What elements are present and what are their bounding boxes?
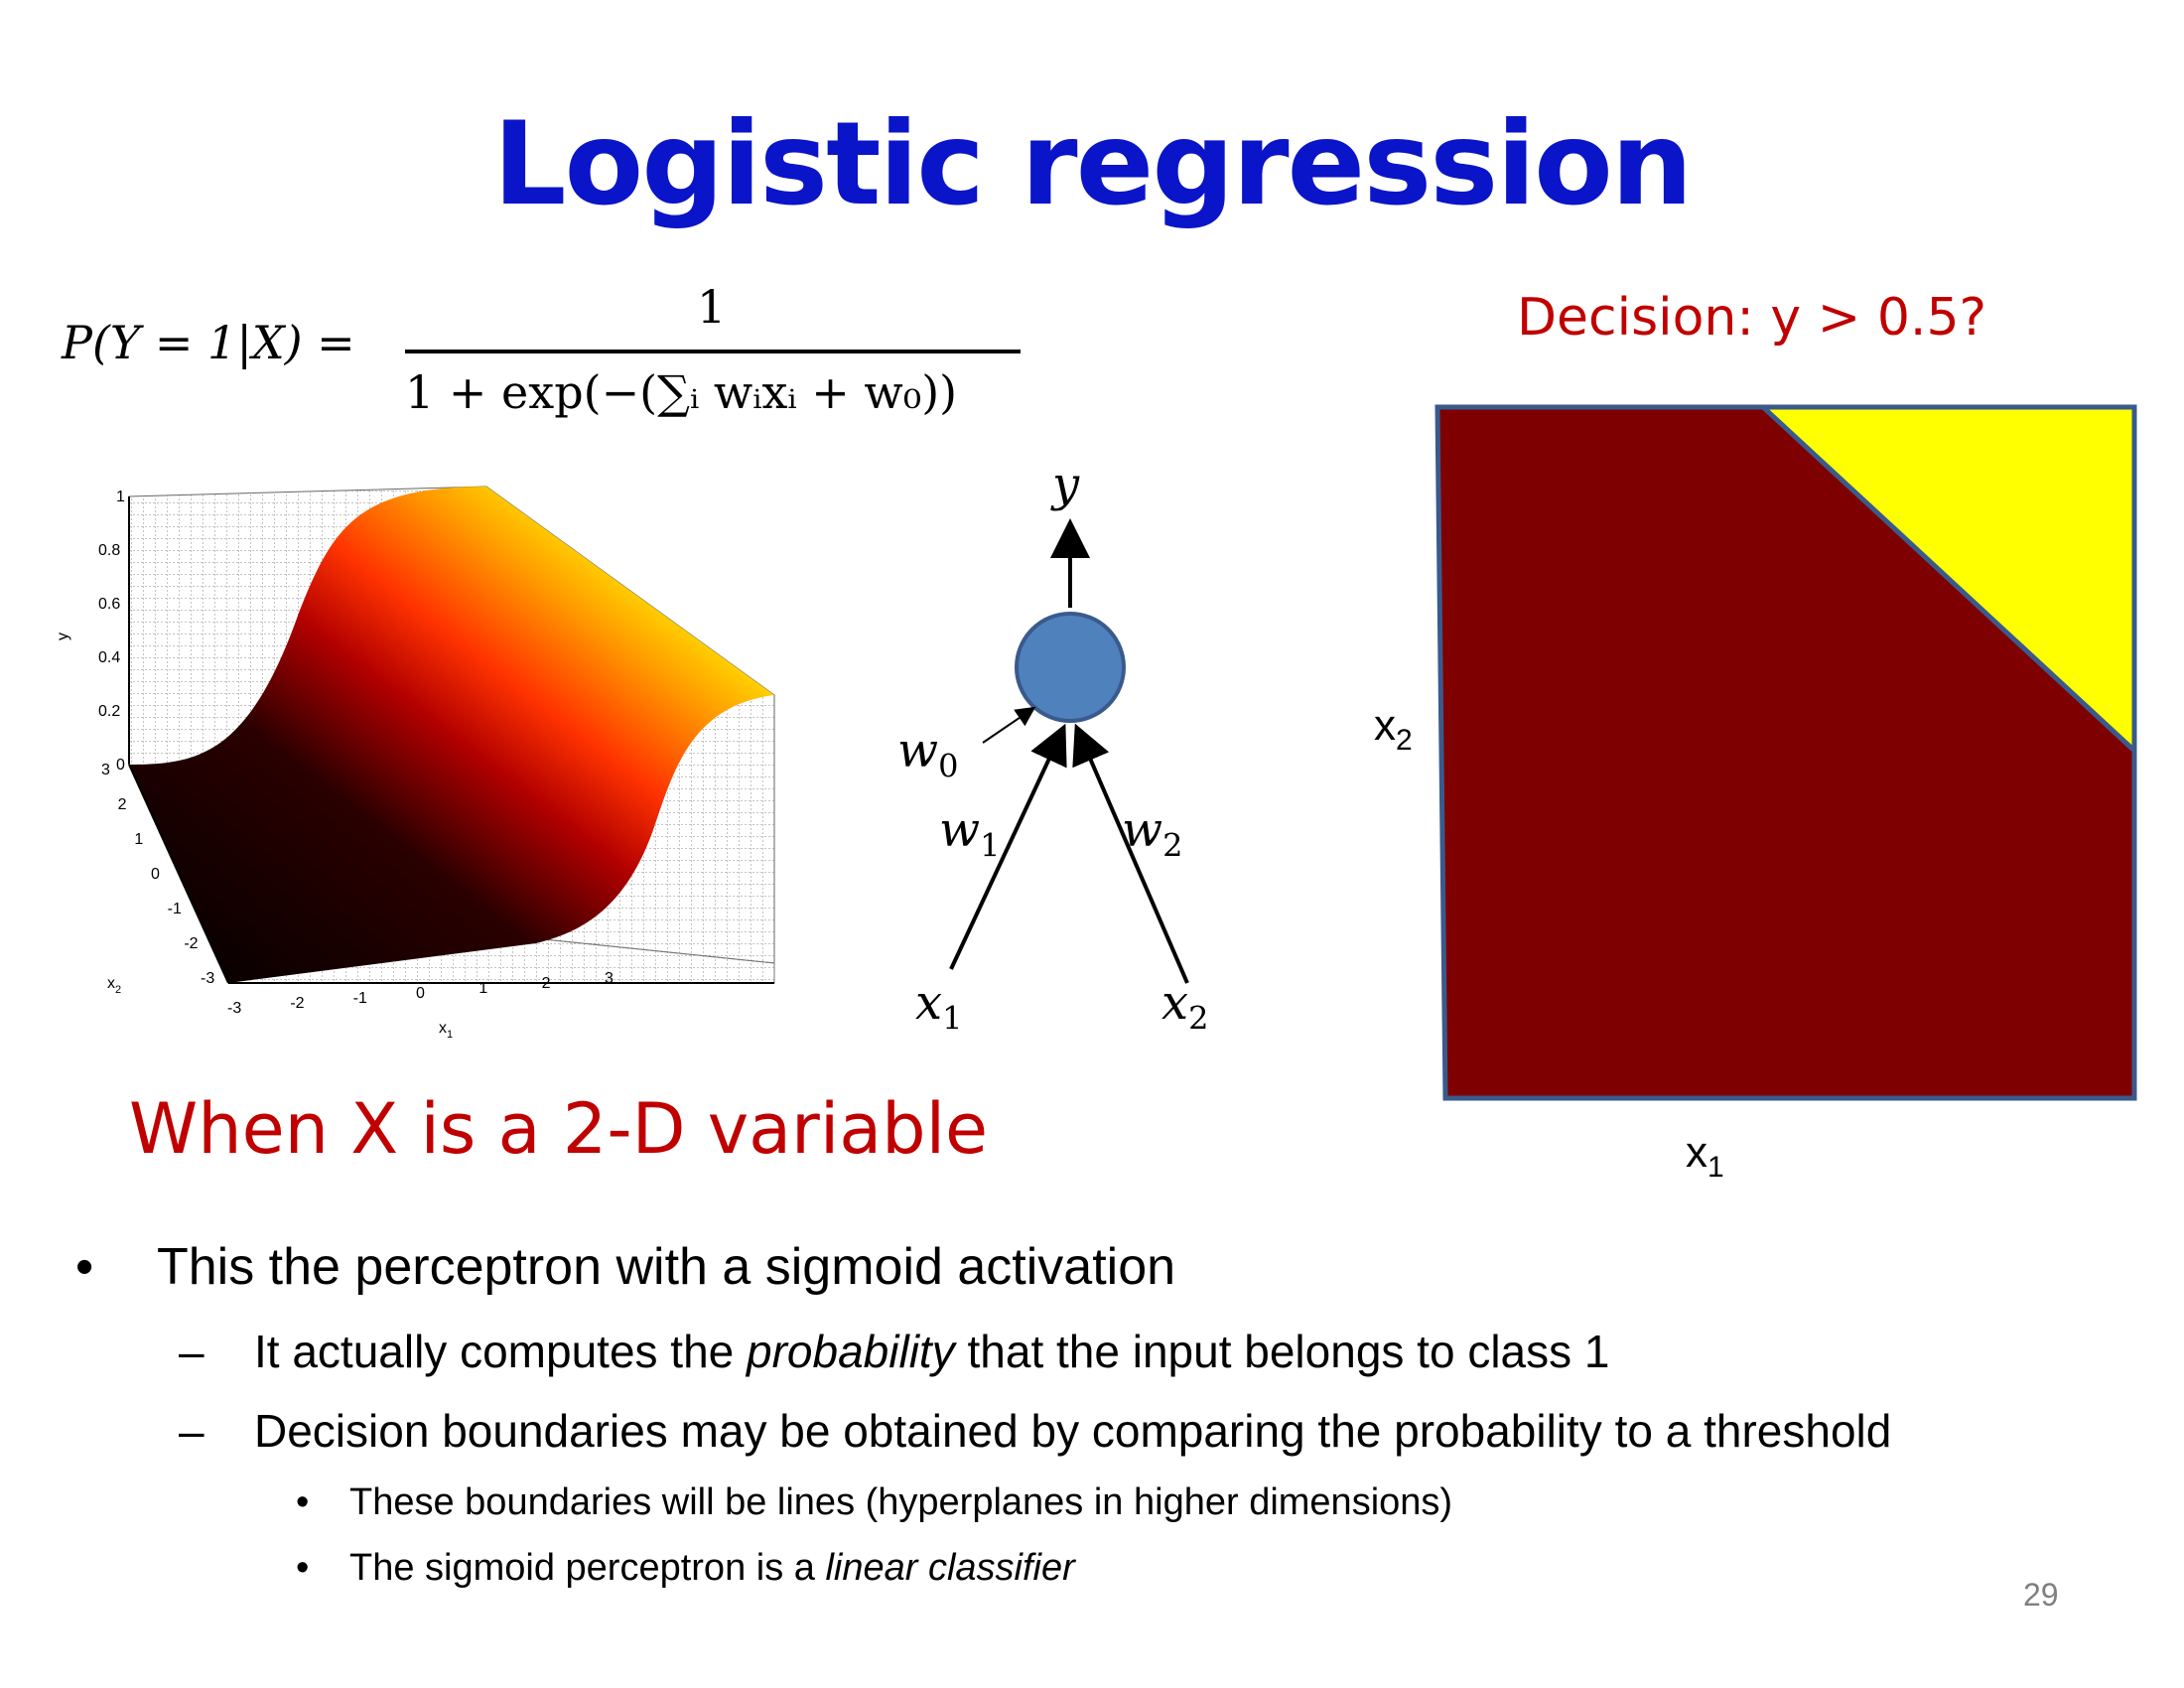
- region-class-0: [1437, 407, 2134, 1098]
- z-tick-label: 0: [116, 757, 125, 774]
- bullet-1: • This the perceptron with a sigmoid act…: [75, 1237, 1175, 1297]
- caption-2d-variable: When X is a 2-D variable: [129, 1088, 989, 1170]
- bullet-marker: •: [296, 1481, 310, 1523]
- bullet-marker: •: [296, 1547, 310, 1589]
- z-tick-label: 1: [116, 489, 125, 505]
- x1-tick-label: -1: [353, 990, 367, 1007]
- x1-tick-label: 2: [542, 975, 551, 992]
- bullet-marker: •: [75, 1238, 94, 1296]
- formula-denominator: 1 + exp(−(∑ᵢ wᵢxᵢ + w₀)): [405, 365, 958, 419]
- input-label-x1: x1: [915, 975, 963, 1038]
- decision-heading: Decision: y > 0.5?: [1517, 288, 1987, 348]
- formula-numerator: 1: [697, 280, 727, 334]
- sigmoid-surface: [129, 487, 774, 983]
- decision-x2-label: x2: [1374, 701, 1413, 757]
- input-edge-x2: [1072, 723, 1189, 984]
- region-border: [1434, 404, 2137, 1101]
- page-number: 29: [2023, 1577, 2059, 1613]
- x2-tick-label: 1: [134, 831, 143, 848]
- x1-tick-label: -3: [227, 1000, 241, 1017]
- x2-tick-label: 0: [151, 866, 160, 883]
- sub-sub-bullet-2: • The sigmoid perceptron is a linear cla…: [296, 1547, 1075, 1590]
- z-tick-label: 0.4: [98, 649, 120, 666]
- weight-label-w0: w0: [897, 723, 959, 785]
- sigmoid-surface-plot: 0 0.2 0.4 0.6 0.8 1 3 2 1 0 -1 -2 -3 -3 -2 -1 0 1 2 3 y x…: [55, 486, 775, 1041]
- bullet-1-text: This the perceptron with a sigmoid activ…: [157, 1238, 1176, 1296]
- x2-tick-label: -2: [184, 935, 198, 952]
- decision-x1-label: x1: [1686, 1128, 1724, 1184]
- sub-bullet-2-text: Decision boundaries may be obtained by c…: [254, 1405, 1892, 1457]
- dash-marker: –: [179, 1326, 205, 1377]
- sub-bullet-1: – It actually computes the probability t…: [179, 1325, 1610, 1378]
- perceptron-node: [1015, 612, 1126, 723]
- z-tick-label: 0.6: [98, 596, 120, 613]
- sub-sub-bullet-2-text: The sigmoid perceptron is a linear class…: [349, 1547, 1075, 1589]
- dash-marker: –: [179, 1405, 205, 1457]
- x1-axis-label: x1: [439, 1020, 453, 1041]
- output-label-y: y: [1052, 457, 1080, 512]
- bias-arrow: [982, 706, 1036, 744]
- formula-lhs: P(Y = 1|X) =: [62, 316, 355, 369]
- sub-sub-bullet-1-text: These boundaries will be lines (hyperpla…: [349, 1481, 1453, 1523]
- weight-label-w1: w1: [939, 802, 1001, 865]
- x2-tick-label: -1: [168, 901, 182, 917]
- sub-bullet-1-text: It actually computes the probability tha…: [254, 1326, 1610, 1377]
- z-tick-label: 0.8: [98, 542, 120, 559]
- x2-axis-label: x2: [107, 975, 121, 996]
- slide-title: Logistic regression: [492, 97, 1694, 231]
- sub-sub-bullet-1: • These boundaries will be lines (hyperp…: [296, 1481, 1452, 1524]
- perceptron-diagram: [949, 518, 1189, 984]
- formula-fraction-bar: [405, 350, 1021, 353]
- x2-tick-label: 2: [118, 796, 127, 813]
- z-tick-label: 0.2: [98, 703, 120, 720]
- decision-region-plot: [1434, 404, 2137, 1101]
- decision-boundary: [1761, 405, 2136, 753]
- x1-tick-label: -2: [290, 995, 304, 1012]
- z-axis-label: y: [55, 633, 71, 640]
- x2-tick-label: 3: [101, 762, 110, 778]
- x1-tick-label: 0: [416, 985, 425, 1002]
- x1-tick-label: 1: [478, 980, 487, 997]
- input-label-x2: x2: [1161, 975, 1209, 1038]
- x2-tick-label: -3: [201, 970, 214, 987]
- sub-bullet-2: – Decision boundaries may be obtained by…: [179, 1404, 1891, 1458]
- weight-label-w2: w2: [1122, 802, 1183, 865]
- x1-tick-label: 3: [605, 970, 614, 987]
- input-edge-x1: [949, 723, 1067, 970]
